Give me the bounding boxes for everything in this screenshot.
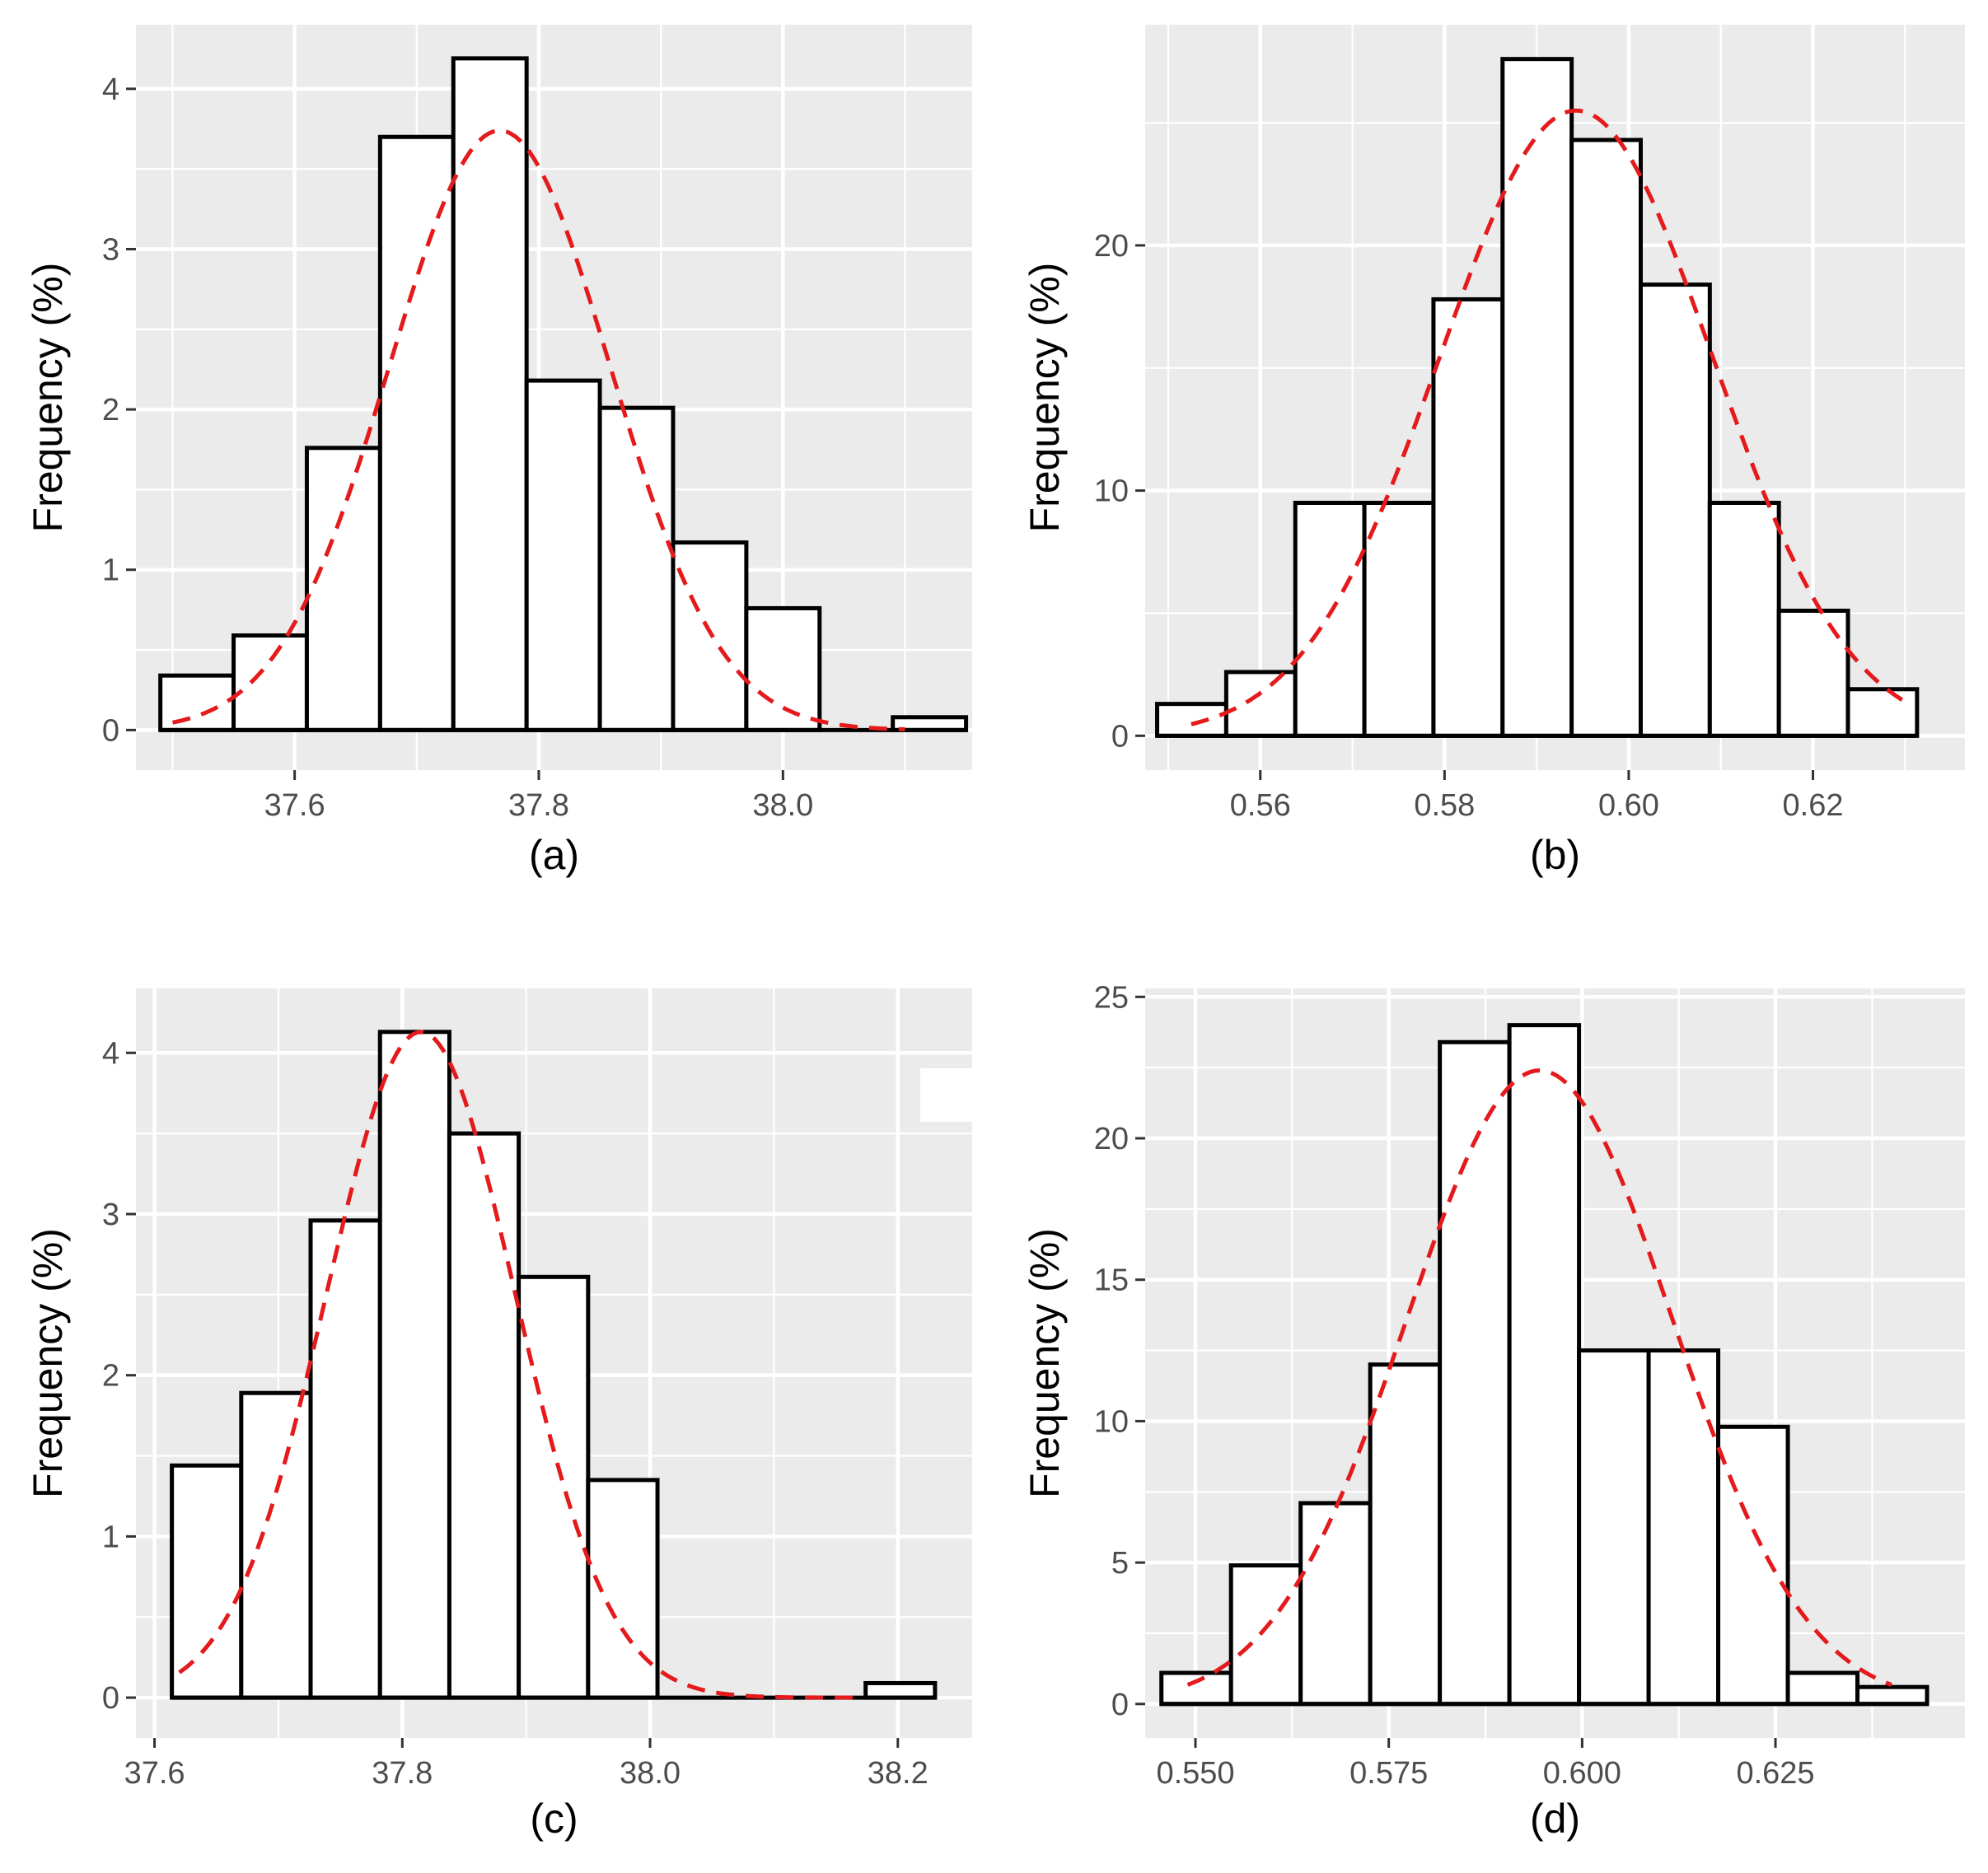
- normal-density-curve: [1190, 108, 1906, 726]
- y-tick-label: 5: [1111, 1546, 1129, 1581]
- panel-label: (b): [1530, 832, 1580, 878]
- y-axis-title: Frequency (%): [1022, 263, 1068, 533]
- normal-density-curve: [171, 128, 905, 731]
- histogram-bar-a-6: [597, 405, 676, 732]
- y-axis-title: Frequency (%): [1022, 1228, 1068, 1498]
- histogram-bar-c-5: [517, 1274, 591, 1700]
- y-tick-label: 0: [102, 1681, 119, 1716]
- histogram-bar-b-10: [1845, 687, 1920, 738]
- chart-panel-c: 0 1 2 3 4 37.6 37.8 38.0 38.2 Frequency (%) (c): [25, 988, 972, 1842]
- panel-label: (a): [529, 832, 579, 878]
- y-tick-label: 0: [102, 713, 119, 748]
- x-tick-label: 0.600: [1543, 1756, 1621, 1791]
- x-tick-label: 37.8: [508, 788, 569, 823]
- y-axis-title: Frequency (%): [25, 1228, 71, 1498]
- x-tick-label: 0.625: [1736, 1756, 1814, 1791]
- histogram-bar-b-4: [1431, 297, 1505, 738]
- y-axis-title: Frequency (%): [25, 263, 71, 533]
- histogram-bar-d-8: [1716, 1424, 1790, 1707]
- y-tick-label: 0: [1111, 1688, 1129, 1722]
- x-tick-label: 0.60: [1598, 788, 1659, 823]
- histogram-bar-a-1: [232, 633, 309, 732]
- histogram-bar-d-3: [1368, 1362, 1443, 1707]
- chart-panel-a: 0 1 2 3 4 37.6 37.8 38.0 Frequency (%) (a): [25, 25, 972, 878]
- histogram-bar-d-4: [1438, 1039, 1512, 1707]
- y-tick-label: 10: [1094, 1404, 1129, 1439]
- y-tick-label: 4: [102, 1036, 119, 1071]
- histogram-bar-a-5: [524, 378, 602, 732]
- histogram-bar-c-4: [447, 1131, 522, 1700]
- x-tick-label: 38.2: [868, 1756, 929, 1791]
- histogram-bar-c-2: [308, 1218, 382, 1700]
- histogram-bar-d-6: [1577, 1348, 1651, 1707]
- histogram-bar-d-1: [1228, 1563, 1303, 1707]
- histogram-bar-a-3: [377, 134, 456, 732]
- y-tick-label: 0: [1111, 719, 1129, 754]
- x-tick-label: 0.62: [1783, 788, 1844, 823]
- y-tick-label: 3: [102, 1198, 119, 1232]
- y-tick-label: 1: [102, 553, 119, 588]
- y-tick-label: 4: [102, 72, 119, 107]
- y-tick-label: 20: [1094, 229, 1129, 264]
- chart-panel-b: 0 10 20 0.56 0.58 0.60 0.62 Frequency (%) (b): [1022, 25, 1965, 878]
- histogram-bar-d-9: [1785, 1670, 1860, 1707]
- histogram-bar-d-0: [1159, 1670, 1233, 1707]
- chart-panel-d: 0 5 10 15 20 25 0.550 0.575 0.600 0.625 Frequency …: [1022, 980, 1965, 1842]
- histogram-bar-c-0: [170, 1463, 244, 1700]
- histogram-bar-c-10: [863, 1680, 938, 1700]
- histogram-bar-b-1: [1223, 670, 1298, 738]
- x-tick-label: 37.8: [372, 1756, 433, 1791]
- histogram-bar-a-8: [744, 605, 822, 732]
- histogram-bar-b-3: [1362, 501, 1436, 738]
- histogram-bar-d-7: [1646, 1348, 1721, 1707]
- x-tick-label: 0.550: [1156, 1756, 1234, 1791]
- y-tick-label: 3: [102, 232, 119, 267]
- normal-density-curve: [1186, 1068, 1892, 1687]
- x-tick-label: 0.575: [1350, 1756, 1428, 1791]
- histogram-bar-b-7: [1638, 283, 1712, 738]
- histogram-bar-d-2: [1298, 1501, 1373, 1707]
- histogram-bar-b-6: [1569, 138, 1643, 738]
- y-tick-label: 10: [1094, 474, 1129, 509]
- normal-density-curve: [178, 1030, 861, 1700]
- y-tick-label: 15: [1094, 1263, 1129, 1298]
- panel-label: (d): [1530, 1796, 1580, 1842]
- histogram-bar-d-5: [1507, 1023, 1582, 1707]
- y-tick-label: 25: [1094, 980, 1129, 1015]
- y-tick-label: 20: [1094, 1122, 1129, 1156]
- x-tick-label: 37.6: [124, 1756, 185, 1791]
- y-tick-label: 1: [102, 1520, 119, 1554]
- histogram-bar-b-0: [1155, 702, 1228, 738]
- x-tick-label: 38.0: [752, 788, 813, 823]
- histogram-bar-b-2: [1293, 501, 1367, 738]
- histogram-bar-c-3: [377, 1030, 451, 1700]
- y-tick-label: 2: [102, 1359, 119, 1394]
- x-tick-label: 38.0: [620, 1756, 681, 1791]
- histogram-bar-d-10: [1855, 1684, 1930, 1707]
- x-tick-label: 0.58: [1414, 788, 1475, 823]
- histogram-bar-a-2: [304, 446, 382, 732]
- histogram-bar-a-0: [158, 673, 236, 732]
- white-artifact-box: [920, 1068, 972, 1122]
- histogram-bar-a-7: [671, 540, 749, 732]
- x-tick-label: 0.56: [1230, 788, 1291, 823]
- histogram-bar-b-8: [1707, 501, 1781, 738]
- histogram-bar-b-9: [1776, 608, 1850, 738]
- histogram-bar-c-1: [239, 1390, 313, 1700]
- histogram-bar-b-5: [1500, 57, 1574, 738]
- x-tick-label: 37.6: [264, 788, 325, 823]
- y-tick-label: 2: [102, 393, 119, 427]
- panel-label: (c): [530, 1796, 578, 1842]
